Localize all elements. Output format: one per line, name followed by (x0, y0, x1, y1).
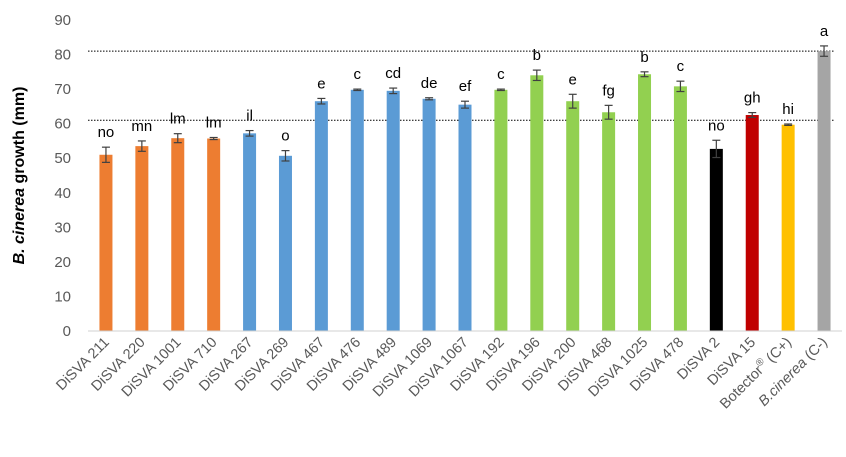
significance-letter: lm (170, 111, 186, 128)
error-bar (461, 100, 469, 109)
significance-letter: de (421, 75, 438, 92)
bar (350, 89, 364, 332)
significance-letter: no (98, 124, 115, 141)
error-bar (281, 150, 290, 162)
y-tick-label: 60 (54, 116, 71, 133)
error-bar (137, 140, 146, 152)
y-tick-label: 20 (54, 254, 71, 271)
y-tick-label: 10 (54, 288, 71, 305)
y-tick-label: 0 (63, 323, 71, 340)
significance-letter: ef (459, 78, 472, 95)
significance-letter: c (354, 66, 362, 83)
bar (817, 51, 831, 331)
significance-letter: il (246, 108, 253, 125)
bars (99, 51, 831, 332)
error-bar (353, 88, 362, 92)
y-axis-title: B. cinerea growth (mm) (11, 87, 28, 265)
y-tick-label: 50 (54, 150, 71, 167)
error-bars (101, 45, 829, 163)
error-bar (604, 104, 613, 120)
significance-letter: fg (602, 82, 615, 99)
error-bar (496, 88, 505, 92)
bar (566, 101, 580, 331)
y-tick-label: 80 (54, 47, 71, 64)
significance-letter: c (497, 66, 505, 83)
error-bar (101, 146, 110, 163)
significance-letter: a (820, 23, 829, 40)
bar (638, 74, 652, 331)
significance-letter: no (708, 117, 725, 134)
y-axis-title-rest: growth (mm) (11, 87, 28, 188)
error-bar (317, 97, 326, 105)
significance-letter: gh (744, 90, 761, 107)
bar (207, 138, 221, 331)
bar (781, 124, 795, 331)
bar (135, 146, 149, 331)
error-bar (173, 133, 182, 144)
y-tick-label: 90 (54, 12, 71, 29)
significance-letter: hi (782, 101, 794, 118)
bar (673, 86, 687, 331)
bar (422, 98, 436, 331)
error-bar (209, 136, 218, 141)
significance-letter: e (317, 75, 325, 92)
significance-letter: e (569, 71, 577, 88)
bar (530, 75, 544, 332)
y-axis: 0 10 20 30 40 50 60 70 80 90 (54, 12, 71, 340)
significance-letter: o (281, 128, 289, 145)
bar (386, 90, 400, 331)
error-bar (676, 80, 685, 93)
error-bar (245, 129, 254, 137)
bar (314, 101, 328, 331)
bar (745, 115, 759, 332)
significance-letter: mn (131, 118, 152, 135)
bar (99, 154, 113, 331)
error-bar (748, 112, 757, 119)
bar (709, 148, 723, 331)
error-bar (712, 139, 721, 159)
error-bar (820, 45, 829, 57)
significance-letter: b (640, 49, 648, 66)
significance-letter: c (677, 58, 685, 75)
bar (494, 89, 508, 332)
bar (602, 112, 616, 331)
error-bar (389, 87, 398, 95)
bar (458, 104, 472, 332)
bar (278, 155, 292, 331)
y-tick-label: 30 (54, 219, 71, 236)
bar (243, 133, 257, 331)
error-bar (568, 93, 577, 109)
y-tick-label: 70 (54, 81, 71, 98)
error-bar (532, 69, 541, 82)
error-bar (784, 123, 793, 126)
significance-letter: b (533, 47, 541, 64)
error-bar (640, 71, 649, 78)
y-axis-title-italic: B. cinerea (11, 188, 28, 265)
y-tick-label: 40 (54, 185, 71, 202)
bar (171, 138, 185, 331)
significance-letter: lm (206, 114, 222, 131)
significance-letter: cd (385, 65, 401, 82)
error-bar (425, 97, 434, 101)
